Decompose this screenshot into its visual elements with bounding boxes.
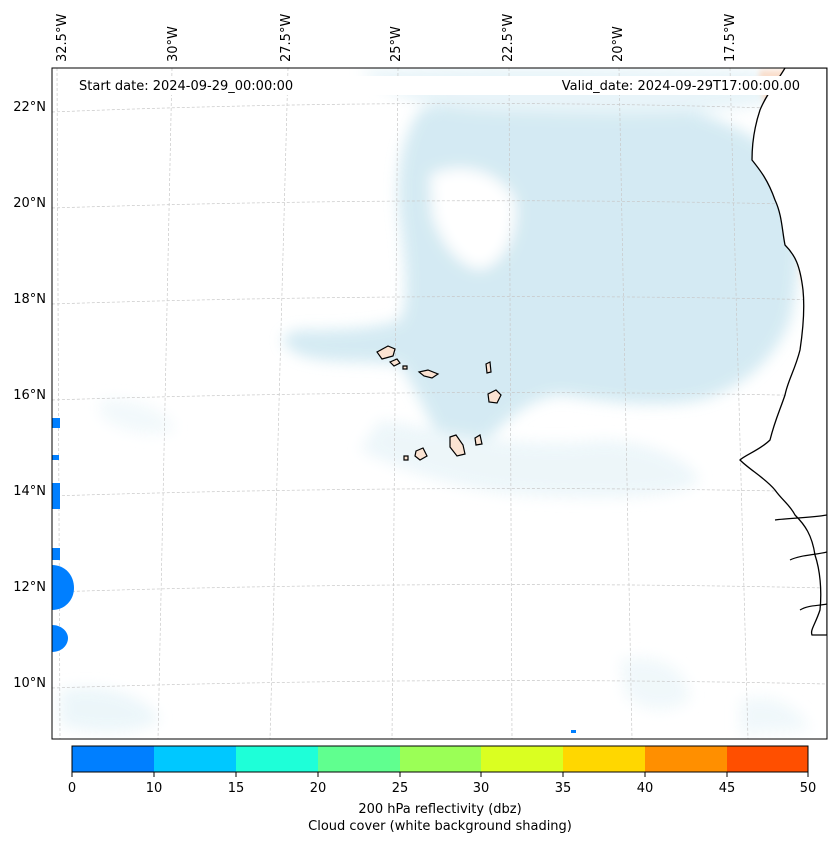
lon-label: 30°W [166,26,181,62]
lon-label: 20°W [611,26,626,62]
colorbar-swatch [72,746,154,772]
colorbar-swatch [154,746,236,772]
colorbar-swatch [400,746,481,772]
island-maio [474,434,483,446]
island-sao-vicente [388,358,401,367]
island-boa-vista [487,389,502,404]
island-santa-luzia [402,365,408,370]
cloud-patch-southeast [620,657,690,710]
lon-label: 25°W [389,26,404,62]
longitude-labels: 32.5°W 30°W 27.5°W 25°W 22.5°W 20°W 17.5… [55,14,738,62]
colorbar-tick-label: 30 [473,781,490,796]
cape-verde-islands [376,345,502,461]
annotation-band [72,76,807,95]
colorbar-tick-label: 50 [800,781,817,796]
colorbar-tick-label: 0 [68,781,76,796]
reflectivity-blob [52,418,60,428]
lon-label: 32.5°W [55,14,70,62]
colorbar-ticks [71,772,809,777]
reflectivity-blobs [52,418,576,733]
island-santo-antao [376,345,396,360]
colorbar-frame [71,745,809,773]
island-santiago [449,434,466,457]
colorbar-tick-label: 45 [719,781,736,796]
island-brava [403,455,409,461]
colorbar-tick-label: 20 [310,781,327,796]
gridlines [52,68,827,739]
cloud-hole [430,168,516,270]
colorbar-swatch [318,746,400,772]
island-sal [485,361,492,374]
colorbar-swatch [645,746,727,772]
cloud-patch-west [60,687,160,732]
island-fogo [414,447,428,461]
lon-label: 22.5°W [501,14,516,62]
valid-date-label: Valid_date: 2024-09-29T17:00:00.00 [562,79,800,94]
lon-label: 27.5°W [279,14,294,62]
colorbar-tick-label: 40 [637,781,654,796]
lat-label: 12°N [13,580,46,595]
lat-label: 22°N [13,100,46,115]
reflectivity-blob [52,625,68,652]
cloud-patch-west-mid [100,399,175,435]
reflectivity-blob [571,730,576,733]
cloud-band-south [360,420,700,498]
colorbar-swatches [72,746,808,772]
colorbar-swatch [481,746,563,772]
colorbar-tick-label: 10 [146,781,163,796]
lat-label: 20°N [13,196,46,211]
colorbar-tick-label: 35 [555,781,572,796]
colorbar-swatch [563,746,645,772]
colorbar-swatch [727,746,808,772]
colorbar: 0 10 15 20 25 30 35 40 45 50 200 hPa ref… [68,745,816,834]
map-frame [51,67,828,740]
reflectivity-blob [52,548,60,560]
lat-label: 10°N [13,676,46,691]
cloud-mass-main [283,94,800,449]
colorbar-tick-labels: 0 10 15 20 25 30 35 40 45 50 [68,781,816,796]
lon-label: 17.5°W [723,14,738,62]
gambia-coast [774,514,827,521]
colorbar-sublabel: Cloud cover (white background shading) [308,819,572,834]
cloud-patch-far-southeast [740,696,810,735]
colorbar-tick-label: 25 [392,781,409,796]
lat-label: 18°N [13,292,46,307]
africa-landmass [739,68,827,636]
colorbar-label: 200 hPa reflectivity (dbz) [358,802,521,817]
map-area [52,68,827,739]
reflectivity-blob [52,455,59,460]
start-date-label: Start date: 2024-09-29_00:00:00 [79,79,293,94]
latitude-labels: 22°N 20°N 18°N 16°N 14°N 12°N 10°N [13,100,46,691]
reflectivity-blob [52,483,60,509]
guinea-bissau-coast [789,551,827,611]
lat-label: 16°N [13,388,46,403]
lat-label: 14°N [13,484,46,499]
reflectivity-blob [52,565,74,610]
colorbar-swatch [236,746,318,772]
island-sao-nicolau [417,369,440,379]
colorbar-tick-label: 15 [228,781,245,796]
